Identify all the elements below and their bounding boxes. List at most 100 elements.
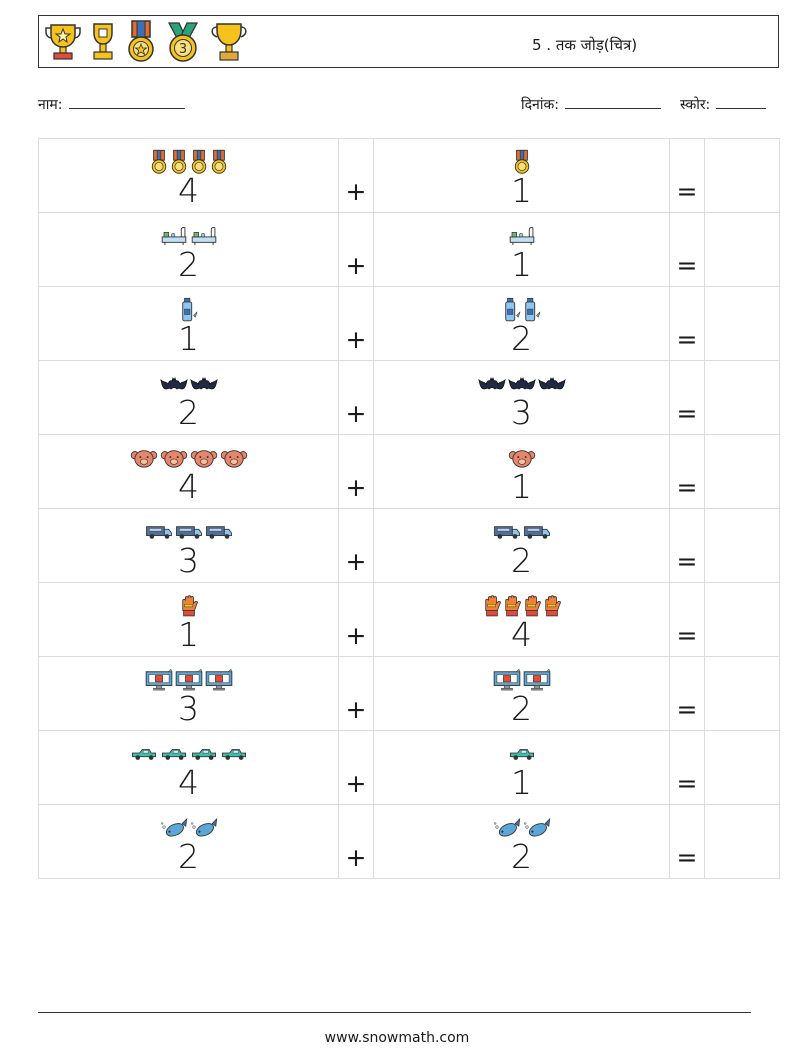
answer-cell[interactable] bbox=[704, 804, 780, 879]
equals-sign: = bbox=[676, 769, 698, 798]
addend-b-pictures bbox=[374, 666, 669, 694]
equals-sign: = bbox=[676, 843, 698, 872]
equals-sign: = bbox=[676, 325, 698, 354]
glove-icon bbox=[543, 594, 561, 618]
name-field: नाम: bbox=[38, 95, 185, 114]
answer-cell[interactable] bbox=[704, 582, 780, 657]
answer-cell[interactable] bbox=[704, 138, 780, 213]
addend-a-cell: 2 bbox=[38, 212, 339, 287]
glove-icon bbox=[483, 594, 501, 618]
addend-a-pictures bbox=[39, 148, 338, 176]
addend-a-number: 4 bbox=[178, 467, 199, 506]
addend-a-cell: 1 bbox=[38, 582, 339, 657]
fish-icon bbox=[190, 817, 218, 838]
addend-a-number: 4 bbox=[178, 171, 199, 210]
plus-cell: + bbox=[338, 138, 374, 213]
date-label: दिनांक: bbox=[521, 97, 559, 113]
addend-b-cell: 1 bbox=[373, 730, 670, 805]
addend-b-number: 2 bbox=[511, 541, 532, 580]
plus-sign: + bbox=[345, 399, 367, 428]
name-label: नाम: bbox=[38, 97, 63, 113]
date-field: दिनांक: bbox=[521, 95, 661, 114]
name-blank[interactable] bbox=[68, 97, 185, 109]
plus-sign: + bbox=[345, 251, 367, 280]
addend-a-number: 4 bbox=[178, 763, 199, 802]
answer-cell[interactable] bbox=[704, 360, 780, 435]
addend-a-pictures bbox=[39, 222, 338, 250]
addend-b-number: 2 bbox=[511, 689, 532, 728]
answer-cell[interactable] bbox=[704, 212, 780, 287]
addend-b-number: 1 bbox=[511, 467, 532, 506]
addend-a-pictures bbox=[39, 518, 338, 546]
plus-cell: + bbox=[338, 434, 374, 509]
plus-sign: + bbox=[345, 621, 367, 650]
answer-cell[interactable] bbox=[704, 730, 780, 805]
bear-face-icon bbox=[190, 447, 218, 469]
addend-b-cell: 1 bbox=[373, 212, 670, 287]
fish-icon bbox=[523, 817, 551, 838]
addend-b-number: 3 bbox=[511, 393, 532, 432]
fish-icon bbox=[160, 817, 188, 838]
bear-face-icon bbox=[220, 447, 248, 469]
plus-cell: + bbox=[338, 212, 374, 287]
car-icon bbox=[508, 746, 536, 762]
problems-table: 4 +1 = 2 +1 = 1 +2 = 2 +3 = 4 +1 = 3 +2 = 1 +4 = 3 +2 = 4 +1 = 2 +2 = bbox=[38, 138, 780, 879]
bat-icon bbox=[507, 375, 536, 393]
addend-a-cell: 1 bbox=[38, 286, 339, 361]
car-icon bbox=[190, 746, 218, 762]
addend-a-cell: 3 bbox=[38, 656, 339, 731]
equals-cell: = bbox=[669, 730, 705, 805]
answer-cell[interactable] bbox=[704, 434, 780, 509]
glove-icon bbox=[523, 594, 541, 618]
addend-b-number: 4 bbox=[511, 615, 532, 654]
worksheet-title: 5 . तक जोड़(चित्र) bbox=[532, 36, 638, 54]
truck-icon bbox=[175, 524, 203, 540]
addend-b-pictures bbox=[374, 296, 669, 324]
addend-a-number: 2 bbox=[178, 837, 199, 876]
monitor-icon bbox=[145, 668, 173, 691]
equals-cell: = bbox=[669, 360, 705, 435]
plus-sign: + bbox=[345, 177, 367, 206]
addend-b-pictures bbox=[374, 370, 669, 398]
problem-row: 2 +3 = bbox=[38, 360, 780, 435]
answer-cell[interactable] bbox=[704, 286, 780, 361]
addend-b-number: 1 bbox=[511, 245, 532, 284]
plus-sign: + bbox=[345, 547, 367, 576]
medal-star-icon bbox=[128, 20, 154, 62]
addend-a-pictures bbox=[39, 296, 338, 324]
equals-cell: = bbox=[669, 804, 705, 879]
addend-b-pictures bbox=[374, 148, 669, 176]
addend-b-pictures bbox=[374, 518, 669, 546]
addend-b-cell: 2 bbox=[373, 804, 670, 879]
worksheet-header: 3 5 . तक जोड़(चित्र) bbox=[38, 15, 779, 68]
addend-a-cell: 2 bbox=[38, 360, 339, 435]
equals-cell: = bbox=[669, 286, 705, 361]
monitor-icon bbox=[523, 668, 551, 691]
score-field: स्कोर: bbox=[680, 95, 767, 114]
medal-three-icon: 3 bbox=[167, 22, 199, 62]
addend-b-cell: 2 bbox=[373, 508, 670, 583]
addend-b-cell: 2 bbox=[373, 286, 670, 361]
plus-cell: + bbox=[338, 730, 374, 805]
answer-cell[interactable] bbox=[704, 508, 780, 583]
bathtub-icon bbox=[190, 226, 218, 246]
plus-cell: + bbox=[338, 656, 374, 731]
bottle-icon bbox=[503, 297, 521, 323]
bottle-icon bbox=[180, 297, 198, 323]
problem-row: 1 +2 = bbox=[38, 286, 780, 361]
monitor-icon bbox=[493, 668, 521, 691]
answer-cell[interactable] bbox=[704, 656, 780, 731]
score-blank[interactable] bbox=[716, 97, 767, 109]
addend-b-number: 1 bbox=[511, 171, 532, 210]
medal-icon bbox=[210, 149, 228, 175]
addend-b-pictures bbox=[374, 814, 669, 842]
plus-sign: + bbox=[345, 769, 367, 798]
date-blank[interactable] bbox=[564, 97, 661, 109]
addend-a-cell: 4 bbox=[38, 138, 339, 213]
problem-row: 1 +4 = bbox=[38, 582, 780, 657]
addend-a-pictures bbox=[39, 666, 338, 694]
addend-a-pictures bbox=[39, 592, 338, 620]
addend-b-cell: 4 bbox=[373, 582, 670, 657]
equals-sign: = bbox=[676, 177, 698, 206]
glove-icon bbox=[180, 594, 198, 618]
